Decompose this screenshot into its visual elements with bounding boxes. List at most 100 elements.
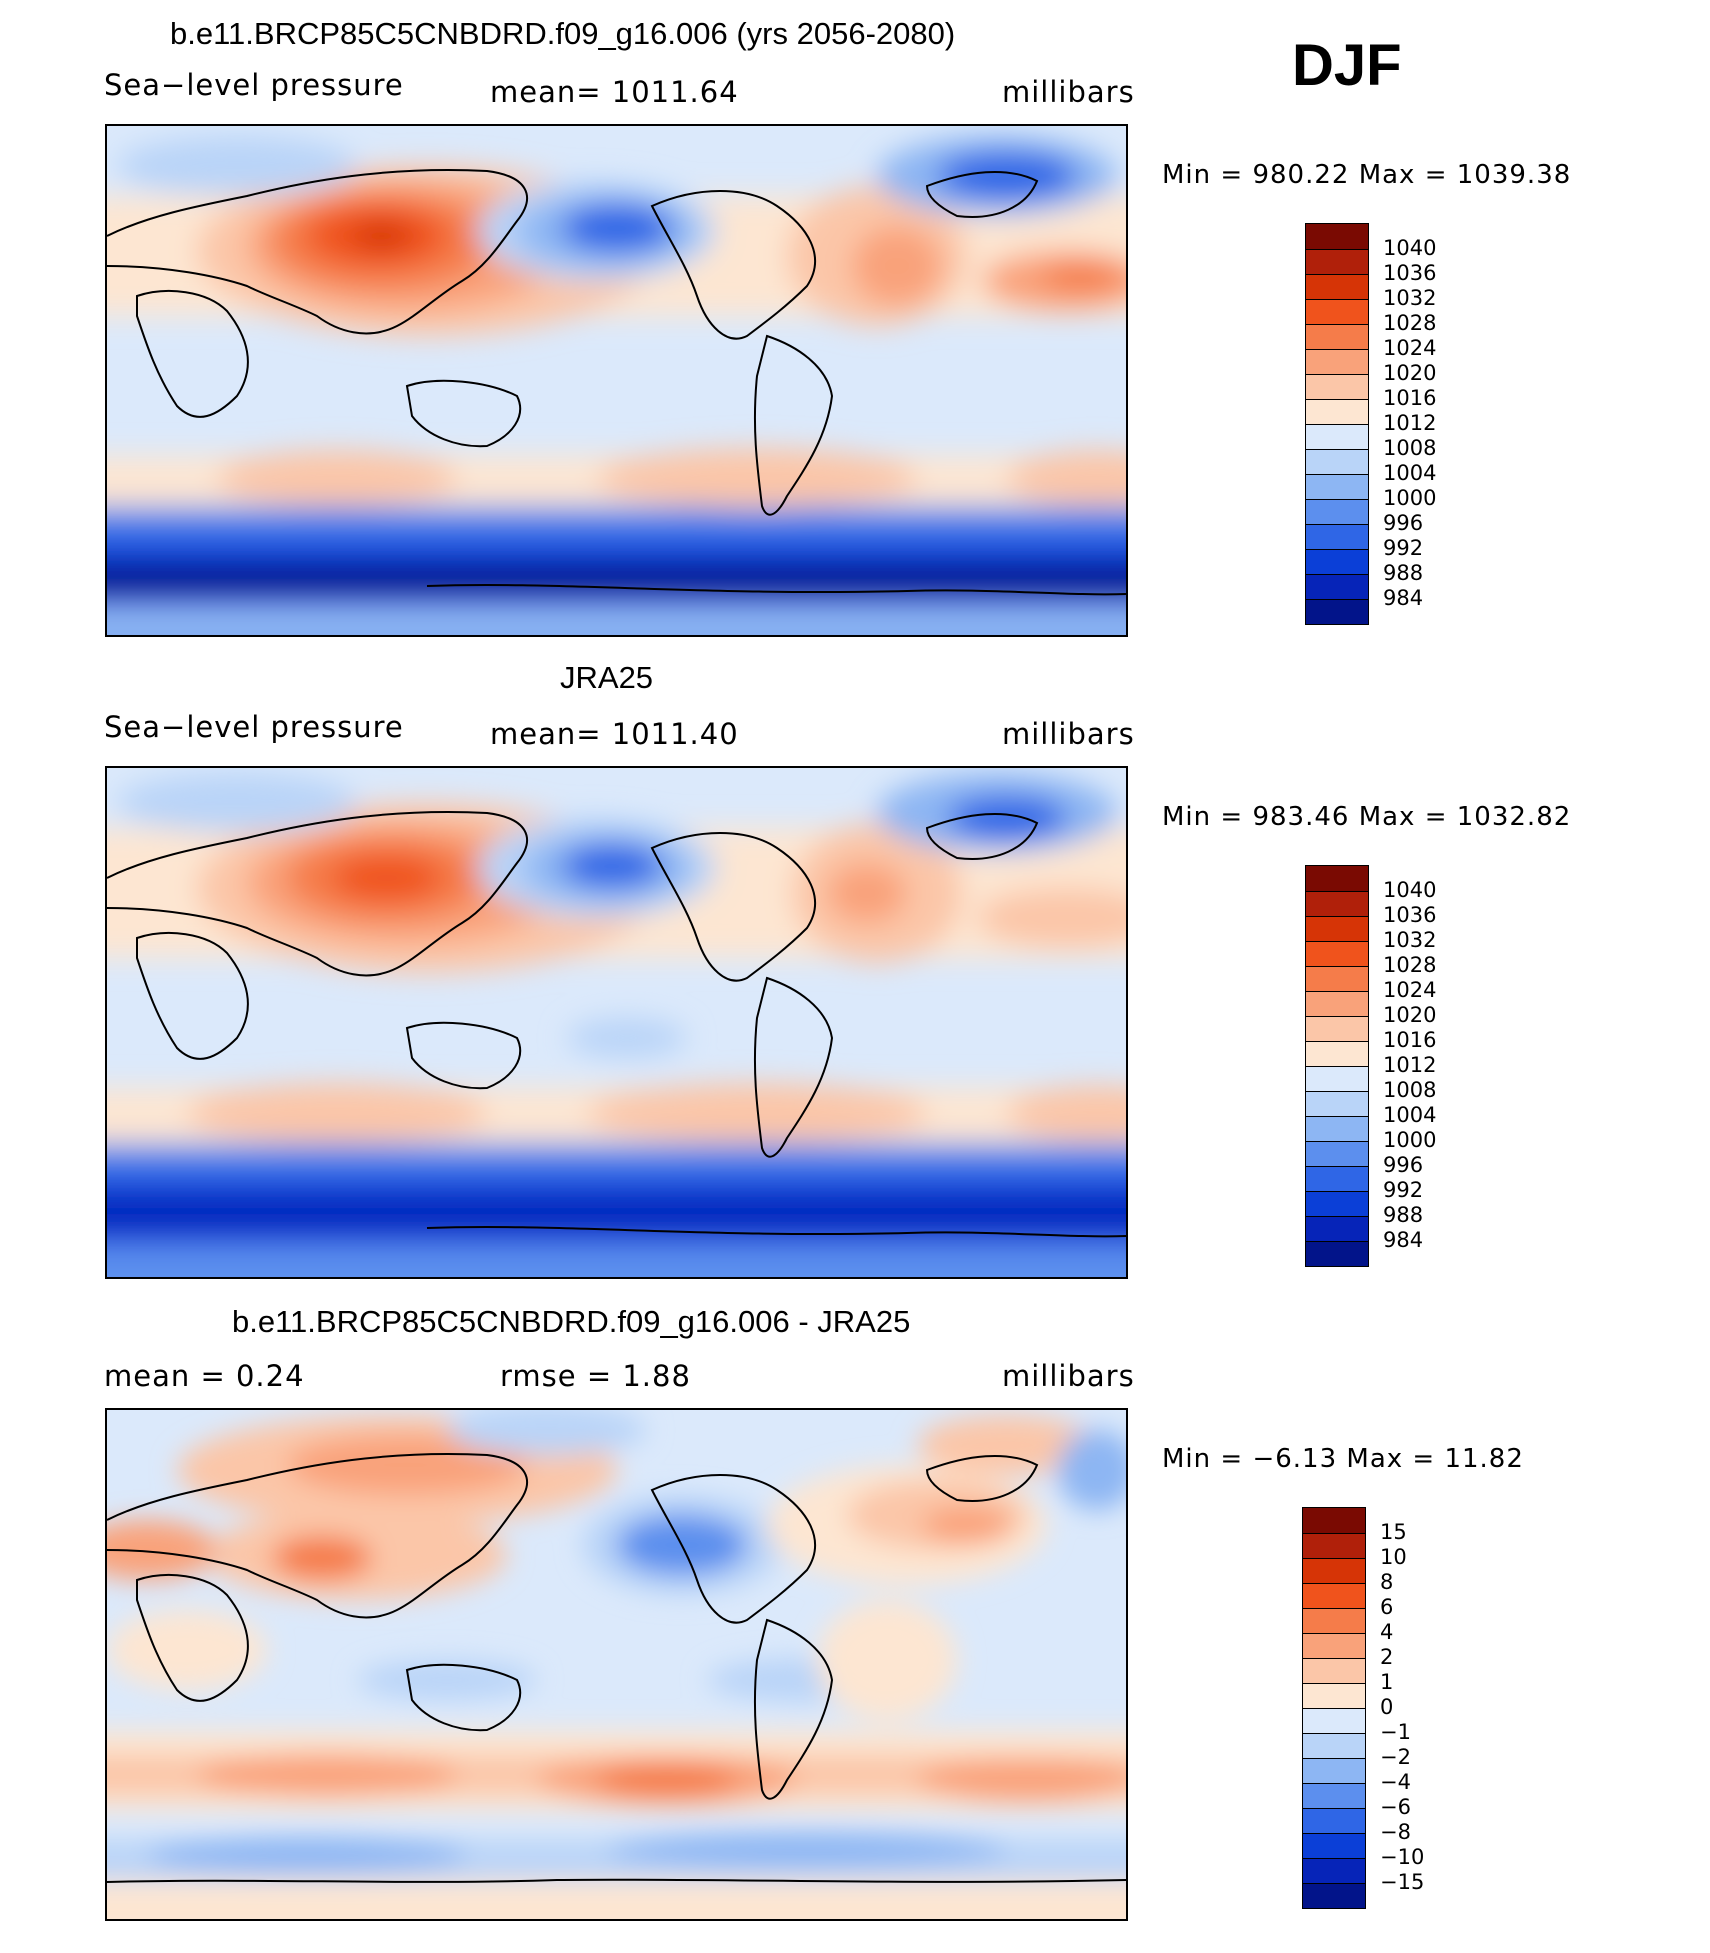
- colorbar-label: 992: [1383, 1178, 1424, 1202]
- colorbar-label: 1012: [1383, 1053, 1437, 1077]
- panel-3-colorbar-swatches: [1302, 1507, 1366, 1909]
- colorbar-swatch: [1306, 941, 1368, 966]
- colorbar-swatch: [1306, 324, 1368, 349]
- colorbar-swatch: [1306, 1241, 1368, 1266]
- colorbar-swatch: [1306, 374, 1368, 399]
- colorbar-swatch: [1306, 249, 1368, 274]
- colorbar-label: 1004: [1383, 461, 1437, 485]
- colorbar-swatch: [1306, 499, 1368, 524]
- colorbar-swatch: [1306, 549, 1368, 574]
- colorbar-label: 1028: [1383, 953, 1437, 977]
- colorbar-swatch: [1306, 1016, 1368, 1041]
- colorbar-label: 992: [1383, 536, 1424, 560]
- colorbar-swatch: [1306, 224, 1368, 249]
- panel-1-colorbar-swatches: [1305, 223, 1369, 625]
- panel-1-mean-label: mean= 1011.64: [490, 75, 739, 109]
- panel-2-map: [105, 766, 1128, 1279]
- colorbar-swatch: [1306, 1216, 1368, 1241]
- colorbar-label: 988: [1383, 1203, 1424, 1227]
- colorbar-label: −6: [1380, 1795, 1411, 1819]
- panel-2-title: JRA25: [560, 660, 654, 695]
- colorbar-label: 6: [1380, 1595, 1394, 1619]
- colorbar-label: 1008: [1383, 436, 1437, 460]
- panel-1-minmax: Min = 980.22 Max = 1039.38: [1162, 160, 1572, 190]
- panel-1-title: b.e11.BRCP85C5CNBDRD.f09_g16.006 (yrs 20…: [170, 16, 956, 51]
- colorbar-label: 1012: [1383, 411, 1437, 435]
- colorbar-swatch: [1306, 524, 1368, 549]
- panel-1-map: [105, 124, 1128, 637]
- colorbar-label: 15: [1380, 1520, 1407, 1544]
- colorbar-label: 996: [1383, 1153, 1424, 1177]
- colorbar-swatch: [1306, 891, 1368, 916]
- colorbar-swatch: [1303, 1533, 1365, 1558]
- colorbar-swatch: [1303, 1858, 1365, 1883]
- colorbar-label: −10: [1380, 1845, 1425, 1869]
- colorbar-label: 1016: [1383, 386, 1437, 410]
- colorbar-label: 1004: [1383, 1103, 1437, 1127]
- colorbar-swatch: [1303, 1658, 1365, 1683]
- colorbar-label: −4: [1380, 1770, 1411, 1794]
- colorbar-label: 1024: [1383, 978, 1437, 1002]
- colorbar-label: 1040: [1383, 236, 1437, 260]
- panel-2-colorbar: 1040 1036 1032 1028 1024 1020 1016 1012 1008 1004…: [1305, 865, 1475, 1268]
- colorbar-swatch: [1303, 1583, 1365, 1608]
- colorbar-swatch: [1306, 1091, 1368, 1116]
- colorbar-label: 1008: [1383, 1078, 1437, 1102]
- colorbar-label: 988: [1383, 561, 1424, 585]
- colorbar-label: 1036: [1383, 903, 1437, 927]
- colorbar-swatch: [1306, 1191, 1368, 1216]
- colorbar-label: 4: [1380, 1620, 1394, 1644]
- panel-3-units-label: millibars: [1002, 1359, 1135, 1393]
- colorbar-swatch: [1306, 299, 1368, 324]
- panel-1-colorbar: 1040 1036 1032 1028 1024 1020 1016 1012 1008 1004…: [1305, 223, 1475, 626]
- colorbar-swatch: [1303, 1808, 1365, 1833]
- colorbar-swatch: [1306, 1166, 1368, 1191]
- panel-3-title: b.e11.BRCP85C5CNBDRD.f09_g16.006 - JRA25: [232, 1304, 911, 1339]
- colorbar-label: −1: [1380, 1720, 1411, 1744]
- colorbar-swatch: [1303, 1883, 1365, 1908]
- colorbar-swatch: [1303, 1758, 1365, 1783]
- colorbar-label: 1040: [1383, 878, 1437, 902]
- colorbar-swatch: [1306, 866, 1368, 891]
- panel-3-minmax: Min = −6.13 Max = 11.82: [1162, 1444, 1524, 1474]
- colorbar-swatch: [1306, 599, 1368, 624]
- colorbar-label: 996: [1383, 511, 1424, 535]
- colorbar-swatch: [1306, 966, 1368, 991]
- panel-3-map: [105, 1408, 1128, 1921]
- colorbar-swatch: [1306, 274, 1368, 299]
- colorbar-swatch: [1303, 1558, 1365, 1583]
- colorbar-swatch: [1303, 1708, 1365, 1733]
- colorbar-swatch: [1306, 1116, 1368, 1141]
- colorbar-swatch: [1306, 399, 1368, 424]
- colorbar-label: 8: [1380, 1570, 1394, 1594]
- colorbar-swatch: [1306, 1041, 1368, 1066]
- panel-3-mean-label: mean = 0.24: [104, 1359, 305, 1393]
- colorbar-label: −8: [1380, 1820, 1411, 1844]
- colorbar-label: 1036: [1383, 261, 1437, 285]
- colorbar-swatch: [1306, 474, 1368, 499]
- colorbar-label: 984: [1383, 1228, 1424, 1252]
- colorbar-label: −2: [1380, 1745, 1411, 1769]
- colorbar-swatch: [1306, 991, 1368, 1016]
- colorbar-swatch: [1306, 449, 1368, 474]
- colorbar-swatch: [1303, 1608, 1365, 1633]
- colorbar-label: −15: [1380, 1870, 1425, 1894]
- panel-1-variable-label: Sea−level pressure: [104, 68, 404, 102]
- colorbar-swatch: [1306, 1066, 1368, 1091]
- colorbar-label: 1016: [1383, 1028, 1437, 1052]
- colorbar-label: 1032: [1383, 286, 1437, 310]
- colorbar-swatch: [1306, 424, 1368, 449]
- colorbar-swatch: [1303, 1683, 1365, 1708]
- colorbar-label: 1000: [1383, 1128, 1437, 1152]
- panel-2-mean-label: mean= 1011.40: [490, 717, 739, 751]
- panel-1-units-label: millibars: [1002, 75, 1135, 109]
- panel-2-minmax: Min = 983.46 Max = 1032.82: [1162, 802, 1572, 832]
- colorbar-label: 0: [1380, 1695, 1394, 1719]
- colorbar-swatch: [1303, 1508, 1365, 1533]
- colorbar-label: 1000: [1383, 486, 1437, 510]
- colorbar-label: 1028: [1383, 311, 1437, 335]
- colorbar-label: 1032: [1383, 928, 1437, 952]
- colorbar-swatch: [1306, 574, 1368, 599]
- colorbar-label: 10: [1380, 1545, 1407, 1569]
- panel-3-colorbar: 15 10 8 6 4 2 1 0 −1 −2 −4 −6 −8 −10 −15: [1302, 1507, 1472, 1910]
